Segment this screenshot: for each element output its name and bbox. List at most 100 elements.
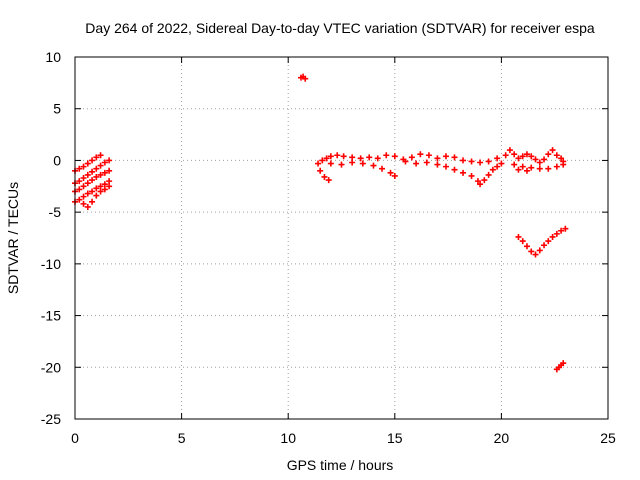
data-point (302, 75, 309, 82)
data-point (84, 171, 91, 178)
data-point (101, 181, 108, 188)
data-point (101, 186, 108, 193)
data-point (321, 173, 328, 180)
data-point (545, 165, 552, 172)
x-tick-label: 5 (178, 430, 186, 446)
data-point (528, 153, 535, 160)
data-point (84, 180, 91, 187)
data-point (76, 178, 83, 185)
data-point (511, 161, 518, 168)
data-point (319, 157, 326, 164)
y-axis-label: SDTVAR / TECUs (5, 182, 21, 294)
data-point (106, 167, 113, 174)
x-tick-label: 10 (280, 430, 296, 446)
data-point (558, 227, 565, 234)
x-tick-label: 25 (600, 430, 616, 446)
data-point (84, 203, 91, 210)
data-point (511, 151, 518, 158)
data-point (560, 161, 567, 168)
data-point (477, 159, 484, 166)
data-point (80, 183, 87, 190)
y-tick-label: -5 (49, 204, 62, 220)
y-tick-labels: 10 5 0 -5 -10 -15 -20 -25 (41, 49, 61, 427)
data-point (315, 160, 322, 167)
data-point (383, 152, 390, 159)
data-point (536, 159, 543, 166)
data-point (519, 238, 526, 245)
data-point (434, 161, 441, 168)
series-isolated-high (297, 73, 309, 82)
y-tick-label: 5 (53, 101, 61, 117)
series-main-segment (315, 147, 567, 188)
data-point (80, 163, 87, 170)
data-point (460, 169, 467, 176)
data-point (523, 151, 530, 158)
data-point (391, 153, 398, 160)
y-tick-label: 0 (53, 152, 61, 168)
data-point (93, 185, 100, 192)
data-point (93, 165, 100, 172)
data-point (391, 172, 398, 179)
data-point (485, 171, 492, 178)
data-point (80, 200, 87, 207)
data-point (359, 160, 366, 167)
data-points (72, 73, 569, 373)
data-point (76, 186, 83, 193)
data-point (106, 157, 113, 164)
data-point (528, 248, 535, 255)
data-point (494, 163, 501, 170)
data-point (545, 151, 552, 158)
data-point (528, 164, 535, 171)
data-point (523, 243, 530, 250)
data-point (84, 190, 91, 197)
data-point (468, 172, 475, 179)
y-tick-label: 10 (45, 49, 61, 65)
data-point (76, 165, 83, 172)
series-isolated-low (553, 360, 567, 373)
series-late-v-segment (515, 225, 569, 258)
data-point (101, 159, 108, 166)
data-point (515, 166, 522, 173)
data-point (442, 163, 449, 170)
data-point (379, 165, 386, 172)
data-point (515, 155, 522, 162)
data-point (519, 153, 526, 160)
data-point (106, 178, 113, 185)
data-point (323, 155, 330, 162)
y-tick-label: -10 (41, 256, 61, 272)
data-point (89, 177, 96, 184)
data-point (84, 160, 91, 167)
data-point (523, 167, 530, 174)
data-point (338, 161, 345, 168)
data-point (423, 159, 430, 166)
grid (75, 57, 608, 419)
data-point (366, 154, 373, 161)
x-tick-label: 20 (494, 430, 510, 446)
data-point (93, 173, 100, 180)
data-point (519, 163, 526, 170)
data-point (536, 165, 543, 172)
x-tick-labels: 0 5 10 15 20 25 (71, 430, 616, 446)
data-point (532, 156, 539, 163)
data-point (498, 160, 505, 167)
data-point (89, 198, 96, 205)
x-tick-label: 15 (387, 430, 403, 446)
data-point (489, 166, 496, 173)
data-point (536, 247, 543, 254)
data-point (549, 147, 556, 154)
y-tick-label: -25 (41, 411, 61, 427)
data-point (425, 152, 432, 159)
data-point (97, 188, 104, 195)
data-point (468, 158, 475, 165)
data-point (549, 233, 556, 240)
data-point (485, 158, 492, 165)
data-point (417, 151, 424, 158)
data-point (532, 251, 539, 258)
data-point (506, 147, 513, 154)
data-point (553, 230, 560, 237)
data-point (327, 160, 334, 167)
data-point (560, 360, 567, 367)
data-point (76, 196, 83, 203)
